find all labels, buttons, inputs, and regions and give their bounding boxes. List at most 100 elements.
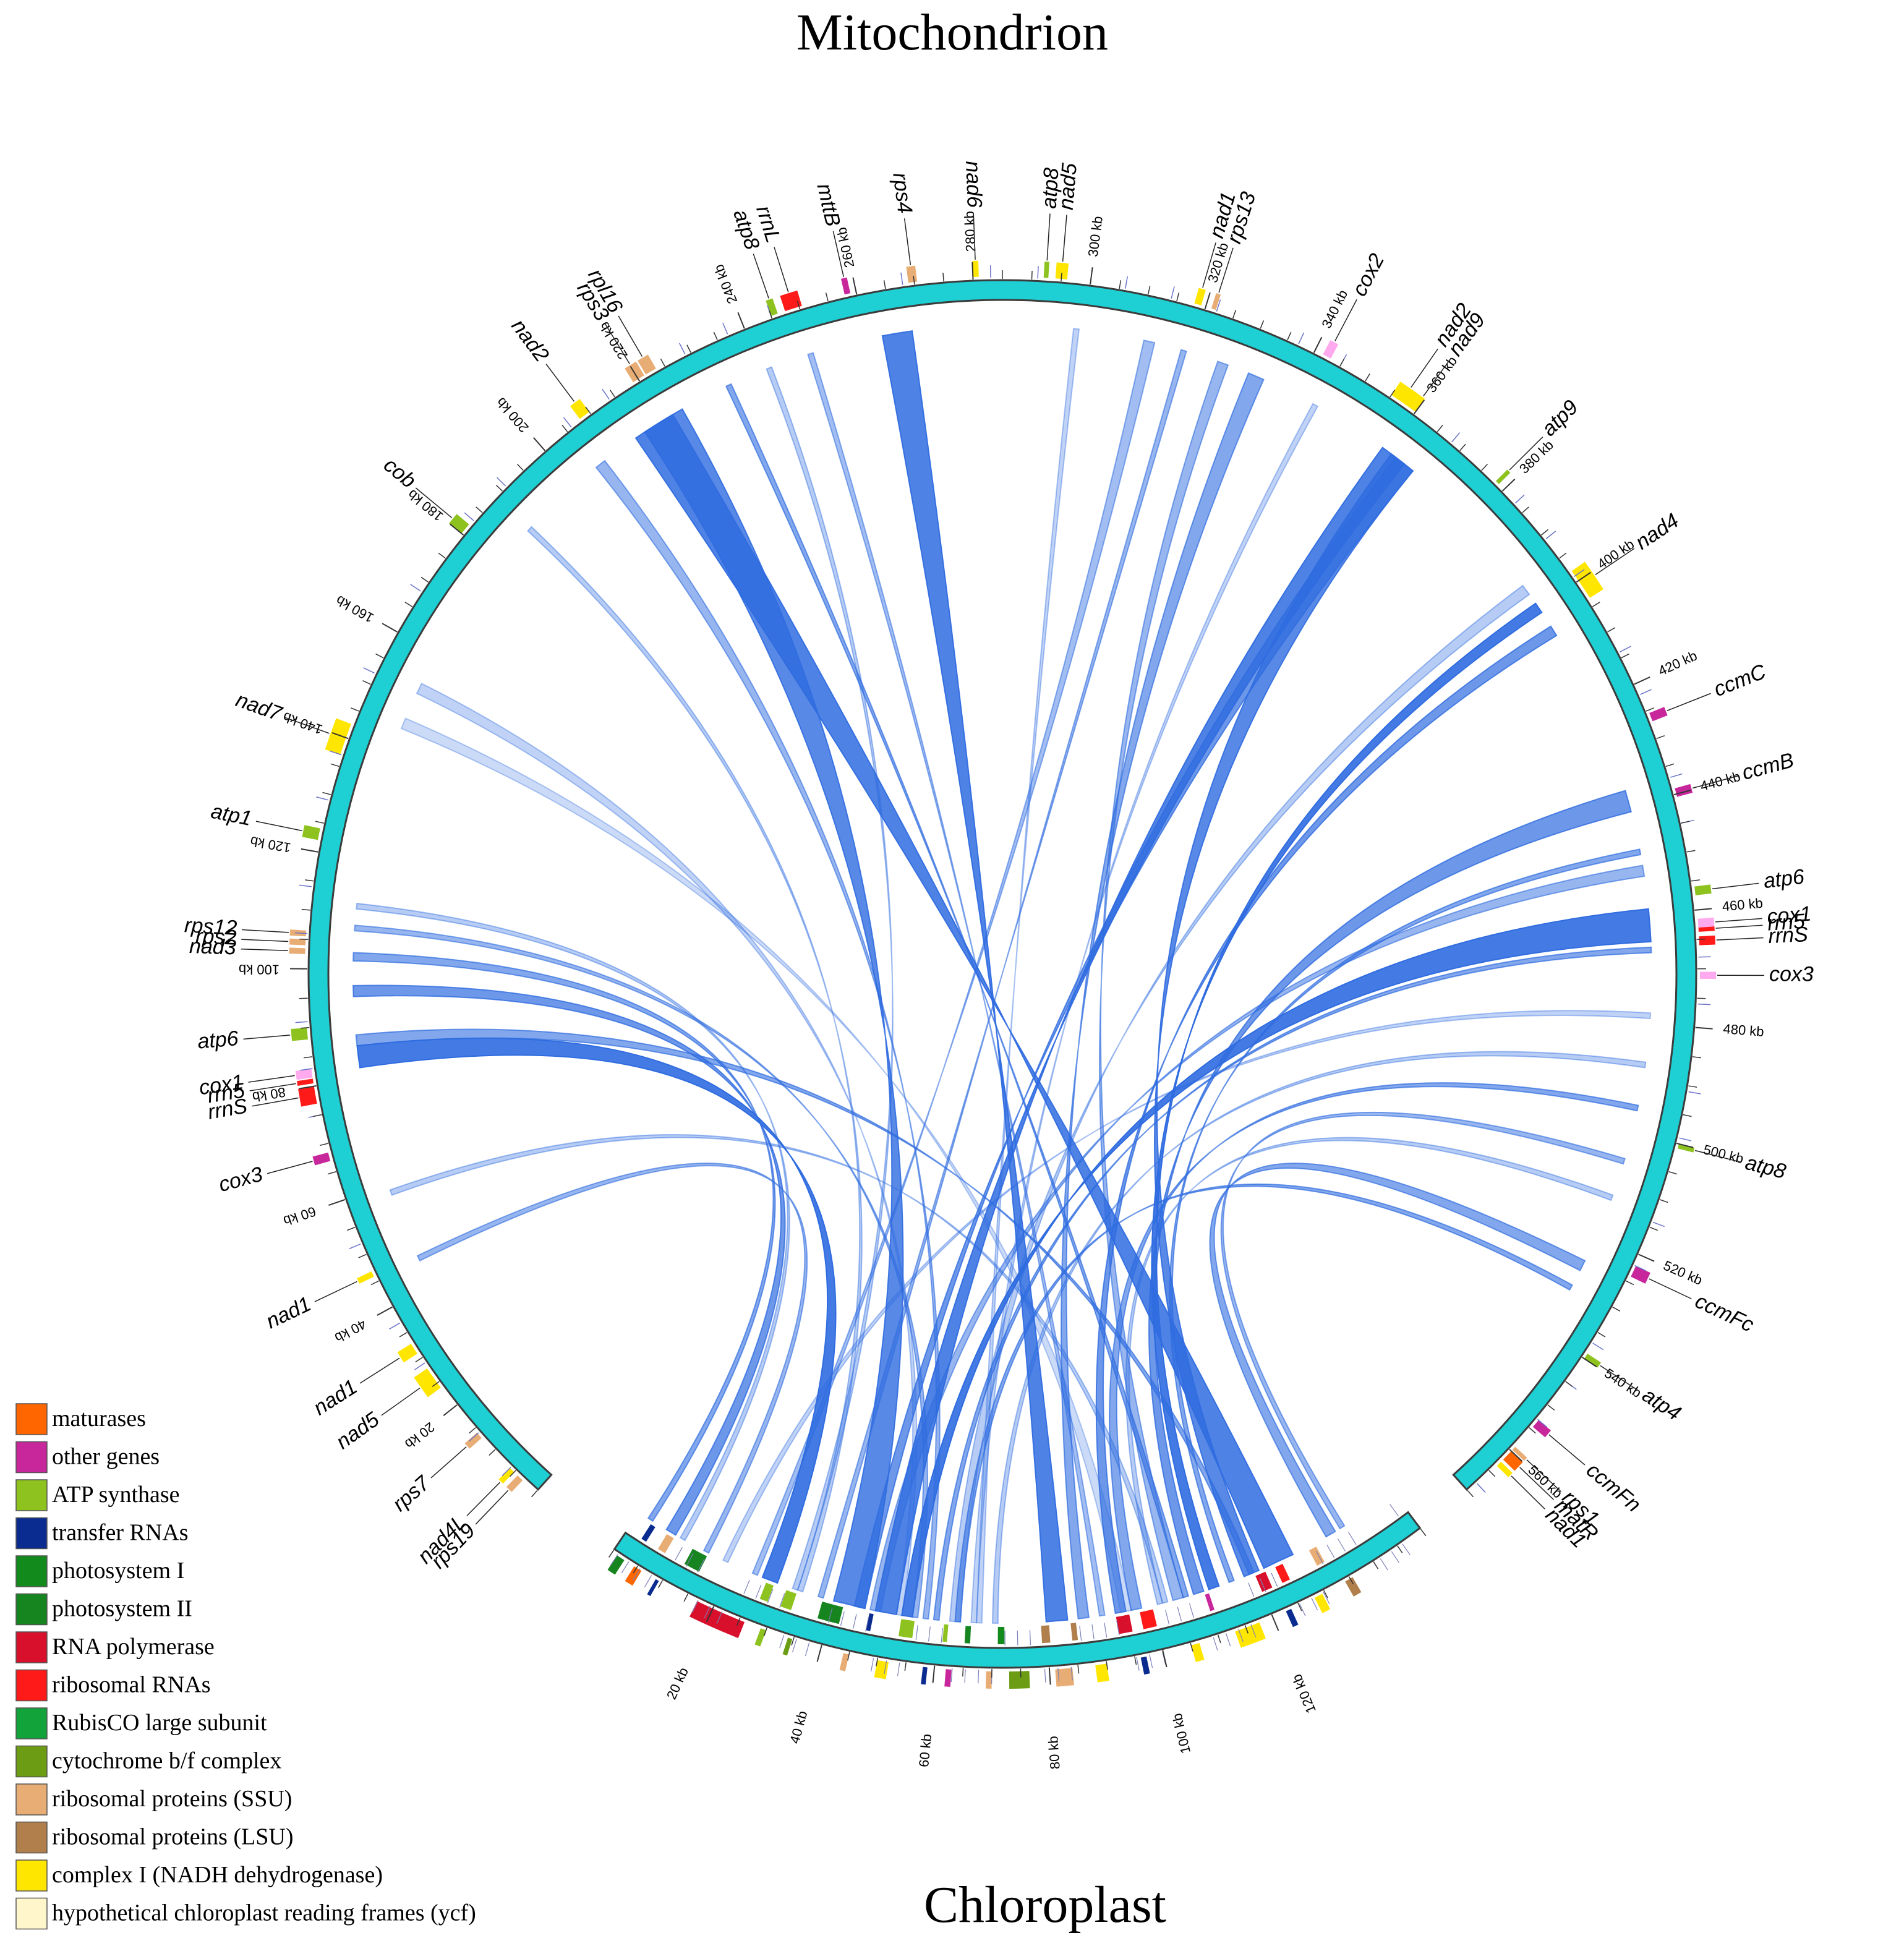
cp-feature-mark — [1271, 1573, 1278, 1587]
gene-label-rps12: rps12 — [184, 913, 237, 940]
cp-feature-mark — [1017, 1630, 1018, 1645]
minor-tick — [942, 272, 944, 282]
kb-tick-label: 140 kb — [281, 709, 325, 738]
label-leader — [242, 929, 289, 933]
label-leader — [973, 212, 976, 260]
cp-gene — [1140, 1609, 1157, 1629]
minor-tick — [1217, 1634, 1221, 1644]
legend-swatch — [15, 1593, 48, 1626]
minor-tick — [825, 292, 829, 302]
legend-label: transfer RNAs — [52, 1520, 189, 1546]
mito-gene-nad2 — [1391, 382, 1420, 409]
mito-gene-atp1 — [302, 825, 320, 840]
synteny-link — [352, 952, 776, 1522]
mito-gene-nad7 — [325, 718, 351, 755]
label-leader — [475, 1490, 509, 1525]
major-tick — [816, 1645, 822, 1662]
synteny-link — [355, 1028, 1255, 1576]
cp-gene — [1308, 1547, 1325, 1566]
gene-label-nad5: nad5 — [332, 1407, 384, 1454]
label-leader — [430, 1446, 467, 1479]
gene-label-atp8: atp8 — [1743, 1151, 1788, 1184]
minor-tick — [913, 276, 915, 285]
mito-feature-mark — [1634, 1265, 1646, 1271]
cp-feature-mark — [1323, 1592, 1330, 1605]
mito-gene-ccmC — [1649, 707, 1668, 722]
minor-tick — [1481, 464, 1488, 471]
synteny-link — [933, 946, 1652, 1621]
major-tick — [331, 732, 349, 740]
minor-tick — [432, 1381, 440, 1387]
legend-label: maturases — [52, 1406, 146, 1432]
minor-tick — [351, 707, 359, 712]
mito-gene-rps7 — [464, 1432, 482, 1449]
mito-gene-atp8 — [766, 298, 778, 316]
minor-tick — [516, 464, 524, 471]
minor-tick — [904, 1662, 907, 1671]
mito-gene-rpl16 — [638, 354, 656, 375]
mito-feature-mark — [1125, 276, 1129, 289]
mito-feature-mark — [502, 1466, 511, 1477]
major-tick — [852, 277, 858, 295]
mito-feature-mark — [1515, 494, 1525, 504]
cp-feature-mark — [1177, 1607, 1182, 1621]
major-tick — [1634, 676, 1650, 685]
minor-tick — [320, 1143, 329, 1146]
synteny-link — [634, 413, 1294, 1569]
kb-tick-label: 400 kb — [1595, 536, 1637, 572]
minor-tick — [358, 1253, 367, 1258]
synteny-link — [992, 1051, 1647, 1624]
label-leader — [1202, 242, 1216, 288]
mito-gene-rps1 — [1512, 1446, 1527, 1461]
mito-feature-mark — [496, 477, 506, 487]
label-leader — [1526, 1459, 1562, 1492]
legend-swatch — [15, 1441, 48, 1474]
kb-tick-label: 180 kb — [404, 487, 446, 524]
cp-gene — [607, 1555, 625, 1575]
minor-tick — [1106, 1661, 1108, 1670]
cp-gene — [1286, 1608, 1299, 1628]
synteny-link — [954, 1183, 1573, 1623]
cp-gene — [1095, 1663, 1109, 1683]
mito-feature-mark — [389, 1322, 401, 1330]
minor-tick — [1365, 373, 1370, 382]
mito-gene-atp4 — [1584, 1354, 1601, 1368]
cp-feature-mark — [621, 1561, 630, 1574]
legend-swatch — [15, 1669, 48, 1702]
gene-label-rrn5: rrn5 — [1767, 910, 1806, 936]
cp-gene — [921, 1667, 928, 1685]
cp-feature-mark — [610, 1554, 618, 1566]
mito-feature-mark — [316, 796, 328, 801]
synteny-link — [1151, 602, 1543, 1590]
label-leader — [1712, 882, 1759, 890]
minor-tick — [1529, 1427, 1536, 1434]
mito-feature-mark — [1620, 646, 1631, 653]
minor-tick — [313, 1114, 322, 1117]
gene-label-mttB: mttB — [813, 181, 845, 229]
minor-tick — [1373, 1561, 1379, 1569]
mito-feature-mark — [349, 1244, 361, 1250]
cp-feature-mark — [743, 1579, 750, 1594]
cp-gene — [1009, 1671, 1030, 1689]
mito-gene-rps19 — [506, 1475, 523, 1492]
legend-swatch — [15, 1631, 48, 1663]
major-tick — [971, 262, 974, 280]
cp-gene — [1314, 1594, 1331, 1613]
minor-tick — [495, 484, 503, 492]
kb-tick-label: 60 kb — [281, 1203, 318, 1229]
minor-tick — [1621, 653, 1629, 659]
label-leader — [1334, 299, 1357, 342]
minor-tick — [1683, 1114, 1692, 1117]
minor-tick — [1665, 763, 1675, 767]
minor-tick — [315, 821, 324, 824]
cp-gene — [1191, 1643, 1205, 1662]
legend-label: photosystem II — [52, 1596, 192, 1622]
gene-label-cox2: cox2 — [1347, 250, 1389, 300]
cp-feature-mark — [978, 1670, 980, 1684]
kb-tick-label: 80 kb — [1045, 1736, 1063, 1770]
gene-label-rrn5: rrn5 — [206, 1079, 247, 1108]
minor-tick — [1119, 280, 1122, 289]
kb-tick-label: 160 kb — [333, 592, 377, 626]
label-leader — [1423, 357, 1452, 397]
cp-feature-mark — [1250, 1624, 1257, 1637]
